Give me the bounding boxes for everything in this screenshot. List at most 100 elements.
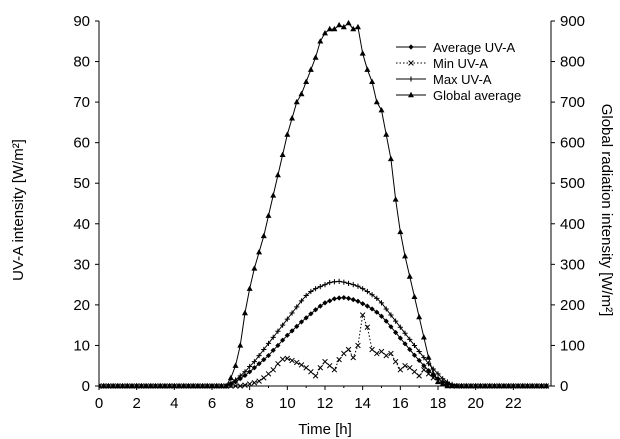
data-point (416, 348, 422, 355)
data-point (369, 78, 376, 85)
data-point (388, 324, 394, 330)
data-point (402, 253, 409, 259)
data-point (425, 371, 432, 377)
data-point (242, 382, 248, 388)
legend-label: Global average (433, 88, 521, 103)
data-point (341, 294, 347, 301)
data-point (435, 371, 441, 377)
data-point (176, 382, 183, 389)
data-point (157, 382, 164, 389)
data-point (505, 382, 512, 389)
data-point (486, 382, 493, 389)
data-point (350, 25, 357, 32)
data-point (270, 334, 276, 340)
data-point (359, 312, 366, 318)
data-point (143, 382, 150, 389)
series-line (99, 297, 547, 387)
data-point (317, 303, 323, 309)
y-right-tick-label: 100 (560, 337, 585, 354)
data-point (265, 352, 272, 359)
y-left-tick-label: 20 (73, 297, 90, 314)
data-point (416, 357, 422, 364)
data-point (99, 382, 102, 389)
data-point (194, 382, 201, 389)
y-right-tick-label: 900 (560, 13, 585, 30)
data-point (161, 382, 168, 389)
data-point (256, 352, 262, 359)
data-point (270, 347, 276, 353)
y-left-axis-label: UV-A intensity [W/m²] (10, 139, 27, 281)
data-point (284, 131, 291, 137)
data-point (491, 382, 498, 389)
data-point (260, 232, 267, 239)
data-point (105, 382, 112, 389)
x-tick-label: 8 (245, 395, 253, 412)
data-point (392, 358, 399, 365)
y-left-tick-label: 30 (73, 256, 90, 273)
data-point (355, 298, 361, 304)
data-point (265, 212, 272, 218)
data-point (322, 300, 328, 306)
data-point (289, 328, 295, 334)
data-point (308, 369, 314, 375)
data-point (411, 342, 418, 349)
data-point (232, 362, 239, 368)
data-point (533, 382, 540, 389)
data-point (237, 376, 243, 382)
data-point (289, 115, 296, 121)
data-point (204, 382, 211, 389)
legend-item: Global average (396, 88, 521, 103)
legend-label: Average UV-A (433, 40, 515, 55)
data-point (378, 313, 385, 319)
data-point (420, 334, 427, 340)
data-point (378, 348, 385, 355)
legend-label: Max UV-A (433, 72, 492, 87)
data-point (294, 304, 300, 310)
data-point (331, 296, 338, 302)
data-point (345, 295, 352, 301)
data-point (227, 374, 234, 381)
data-point (341, 350, 347, 357)
data-point (237, 342, 244, 348)
y-left-tick-label: 70 (73, 94, 90, 111)
data-point (402, 341, 408, 347)
data-point (242, 372, 248, 379)
data-point (275, 328, 281, 334)
data-point (114, 382, 121, 389)
data-point (383, 318, 389, 324)
data-point (393, 329, 399, 336)
data-point (397, 335, 403, 341)
y-right-tick-label: 400 (560, 216, 585, 233)
data-point (133, 382, 140, 389)
x-tick-label: 0 (95, 395, 103, 412)
data-point (199, 382, 206, 389)
data-point (369, 346, 375, 353)
data-point (373, 98, 380, 105)
data-point (124, 382, 131, 389)
y-right-tick-label: 300 (560, 256, 585, 273)
data-point (166, 382, 173, 389)
data-point (406, 364, 413, 371)
data-point (303, 315, 309, 321)
data-point (421, 363, 427, 369)
data-point (369, 292, 375, 298)
data-point (496, 382, 503, 389)
data-point (218, 382, 225, 389)
data-point (345, 19, 352, 26)
data-point (152, 382, 159, 389)
data-point (251, 359, 257, 365)
data-point (411, 369, 418, 375)
data-point (345, 346, 352, 353)
data-point (242, 369, 248, 375)
series-group (99, 19, 550, 389)
data-point (411, 293, 418, 299)
data-point (261, 346, 267, 353)
data-point (275, 360, 281, 367)
x-tick-label: 10 (279, 395, 296, 412)
series-global-average (99, 19, 550, 389)
data-point (331, 279, 338, 285)
data-point (190, 382, 197, 389)
data-point (336, 21, 343, 28)
data-point (364, 324, 371, 330)
x-tick-label: 22 (505, 395, 522, 412)
